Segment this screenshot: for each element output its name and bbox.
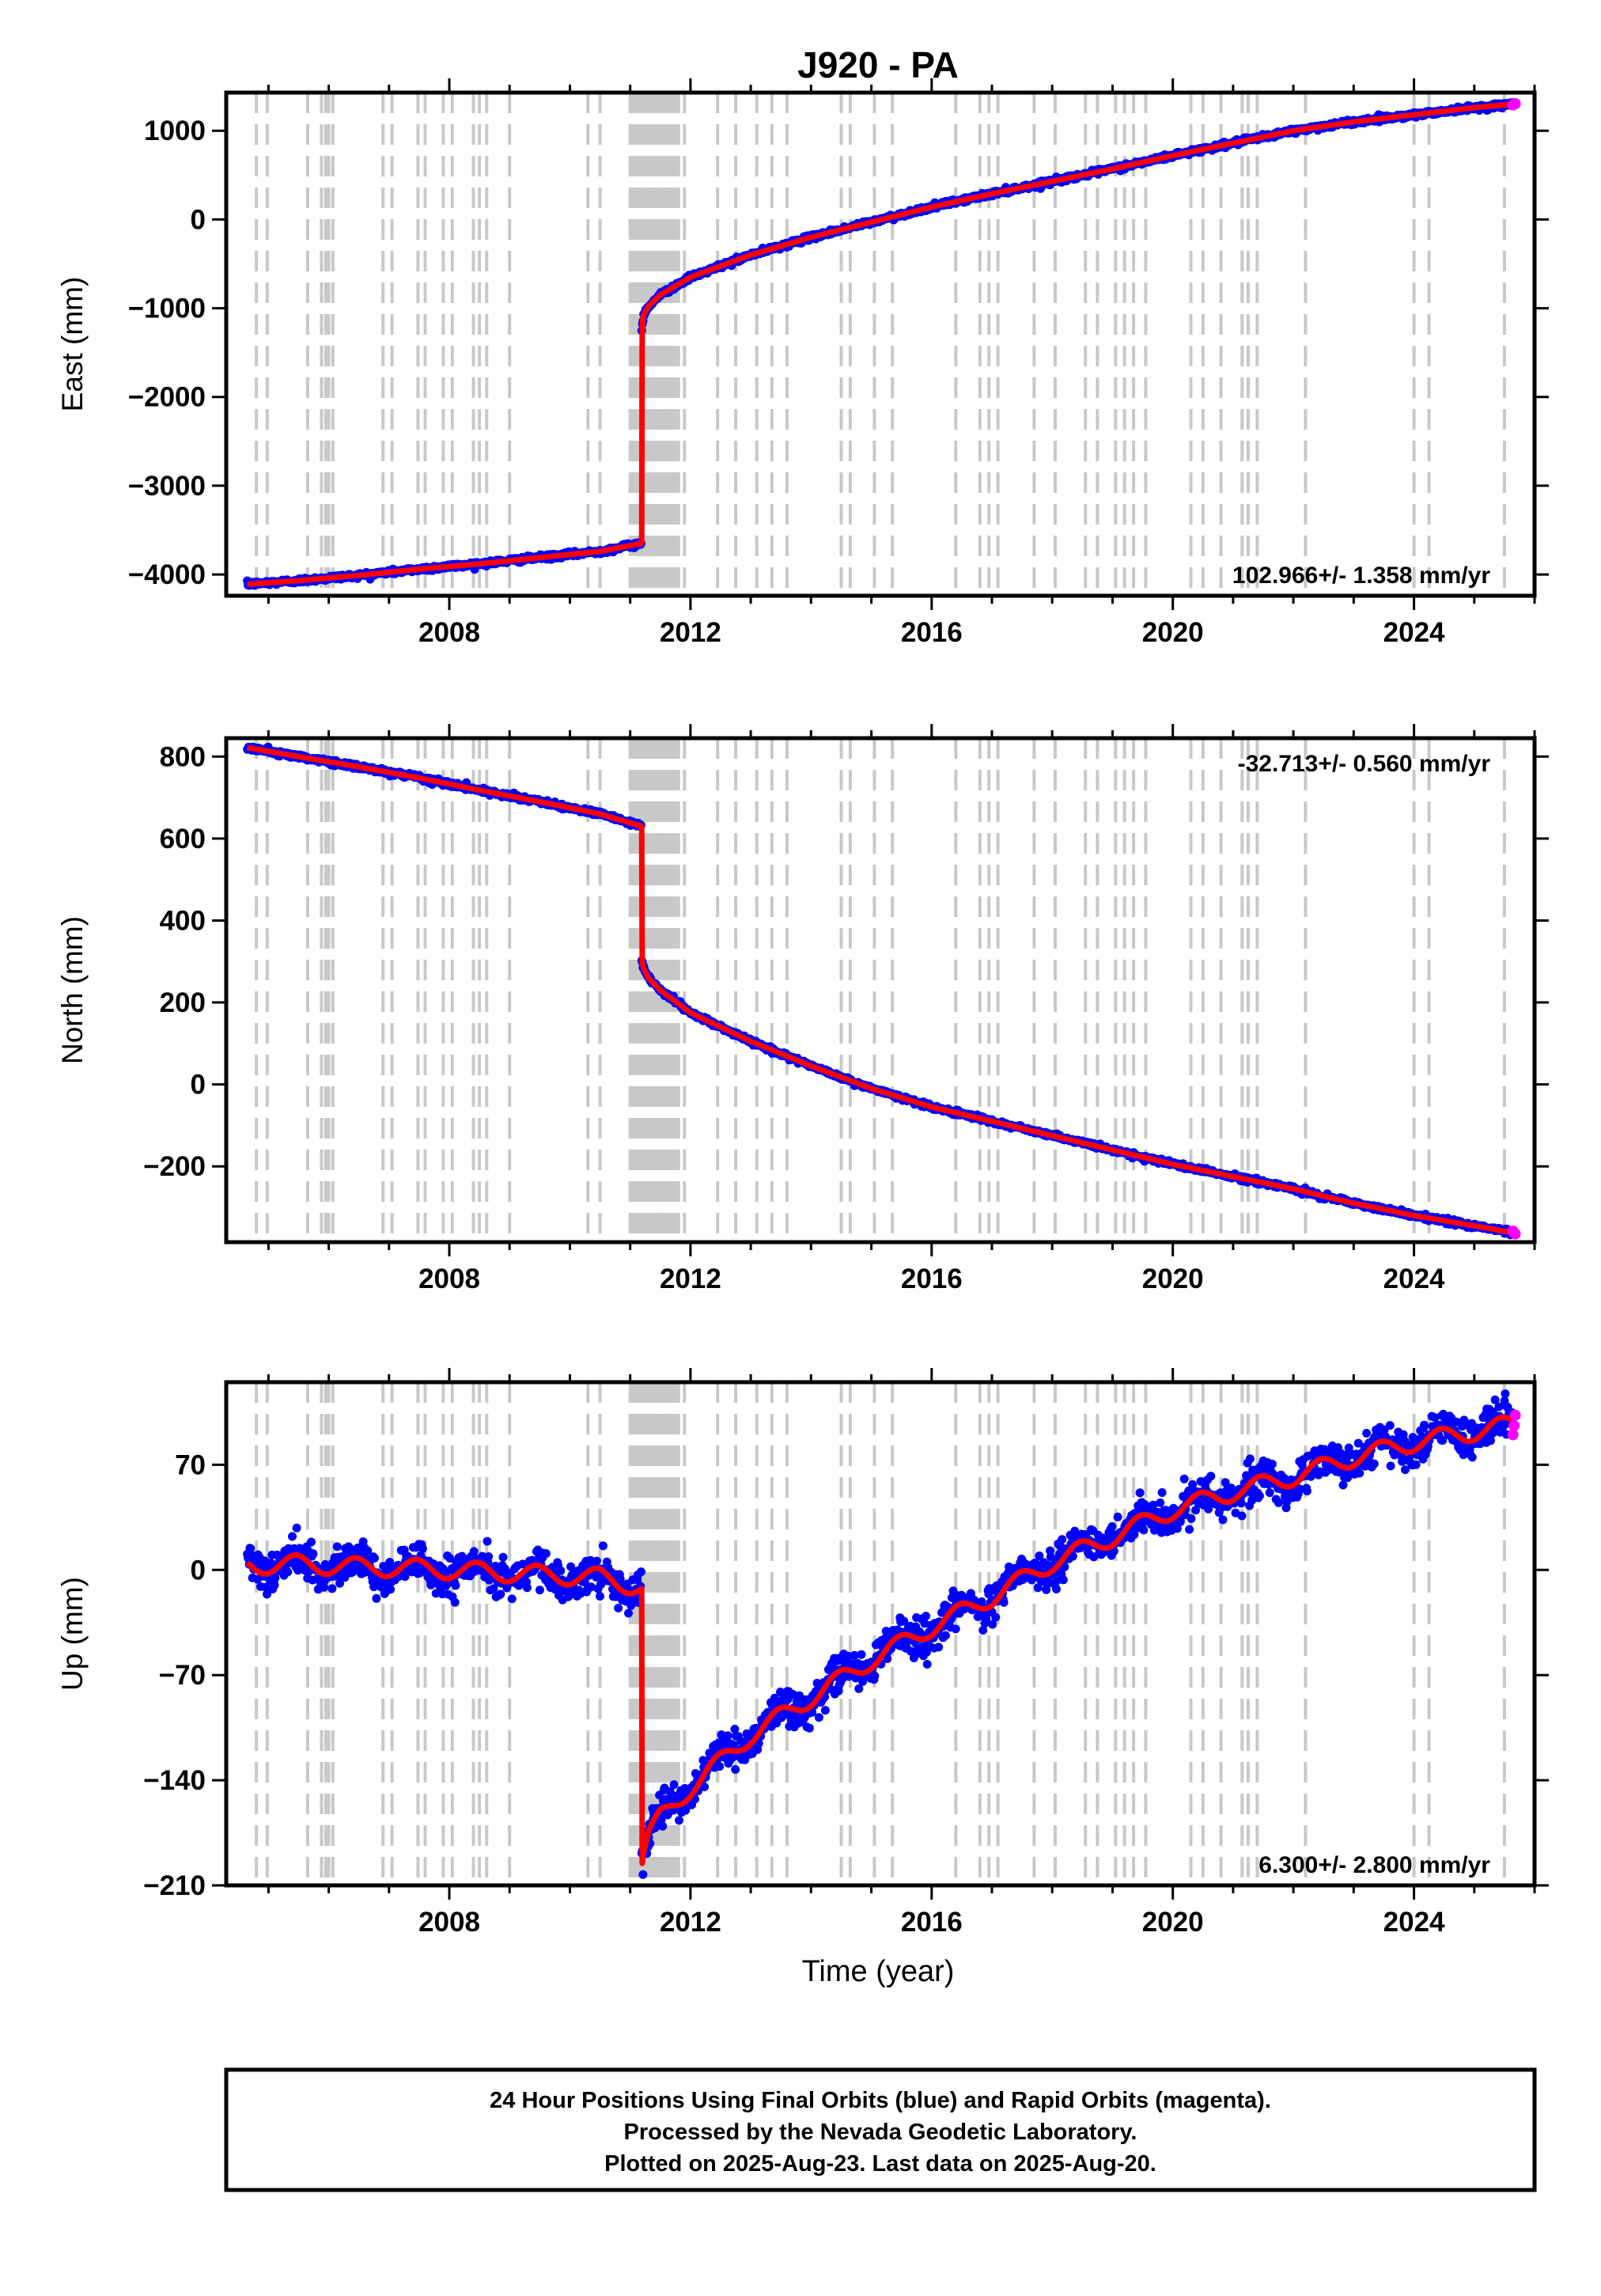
final-orbit-points	[243, 1389, 1517, 1879]
data-point	[292, 1523, 301, 1533]
data-point	[535, 1586, 544, 1595]
x-tick-label: 2012	[660, 1264, 721, 1294]
rapid-orbit-point	[1509, 1228, 1521, 1240]
data-point	[496, 1589, 505, 1599]
data-point	[507, 1594, 517, 1604]
axes-frame	[224, 736, 1537, 1245]
data-point	[483, 1536, 492, 1546]
data-point	[638, 1870, 648, 1879]
plot-area	[243, 738, 1521, 1242]
y-tick-label: 800	[160, 741, 206, 772]
data-point	[450, 1597, 460, 1607]
x-tick-label: 2008	[418, 617, 480, 648]
y-tick-label: 0	[191, 1070, 206, 1101]
data-point	[484, 1552, 494, 1561]
x-tick-label: 2012	[660, 617, 721, 648]
rate-annotation: -32.713+/- 0.560 mm/yr	[1238, 751, 1491, 777]
axes-frame	[224, 90, 1537, 598]
model-curve	[244, 101, 1516, 587]
data-point	[307, 1537, 316, 1547]
chart-title: J920 - PA	[797, 44, 959, 85]
data-point	[386, 1585, 396, 1594]
plot-area	[243, 93, 1521, 596]
x-tick-label: 2016	[901, 617, 963, 648]
y-tick-label: 1000	[144, 116, 206, 146]
data-point	[308, 1549, 318, 1559]
y-tick-label: −4000	[128, 559, 206, 590]
y-tick-label: −2000	[128, 382, 206, 413]
x-tick-label: 2020	[1142, 1264, 1204, 1294]
y-tick-label: 200	[160, 987, 206, 1018]
model-curve	[244, 744, 1516, 1236]
y-tick-label: −200	[143, 1151, 206, 1182]
data-point	[592, 1556, 601, 1566]
data-point	[451, 1581, 460, 1590]
rate-annotation: 102.966+/- 1.358 mm/yr	[1232, 563, 1490, 589]
final-orbit-points	[243, 742, 1517, 1240]
x-tick-label: 2008	[418, 1264, 480, 1294]
data-point	[614, 1604, 623, 1612]
y-tick-label: −1000	[128, 294, 206, 324]
data-point	[599, 1541, 607, 1551]
data-point	[541, 1549, 551, 1559]
north-panel: 2008 2012 2016 2020 2024 800 600 400 200 0 −200 Nor…	[56, 724, 1549, 1294]
x-tick-label: 2016	[901, 1264, 963, 1294]
data-point	[288, 1532, 297, 1541]
data-point	[283, 1567, 293, 1577]
y-tick-label: 400	[160, 906, 206, 937]
x-tick-label: 2024	[1383, 1264, 1445, 1294]
y-axis-label: East (mm)	[56, 277, 89, 412]
data-point	[637, 1567, 645, 1577]
data-point	[498, 1552, 508, 1562]
data-point	[418, 1544, 427, 1553]
data-point	[372, 1593, 381, 1603]
data-point	[624, 1608, 633, 1618]
data-point	[327, 1584, 337, 1593]
data-point	[370, 1553, 379, 1563]
data-point	[596, 1592, 604, 1601]
east-panel: 2008 2012 2016 2020 2024 1000 0 −1000 −2000 −3000…	[56, 78, 1549, 648]
y-tick-label: 0	[191, 204, 206, 235]
y-tick-label: 600	[160, 824, 206, 854]
final-orbit-points	[243, 98, 1517, 590]
y-axis-label: North (mm)	[56, 916, 89, 1064]
data-point	[332, 1542, 342, 1552]
data-point	[615, 1574, 625, 1583]
data-point	[522, 1583, 532, 1593]
plot-area	[243, 1382, 1521, 1885]
rapid-orbit-point	[1509, 98, 1521, 109]
x-tick-label: 2024	[1383, 617, 1445, 648]
y-tick-label: −3000	[128, 471, 206, 502]
x-tick-label: 2020	[1142, 617, 1204, 648]
data-point	[556, 1566, 566, 1575]
